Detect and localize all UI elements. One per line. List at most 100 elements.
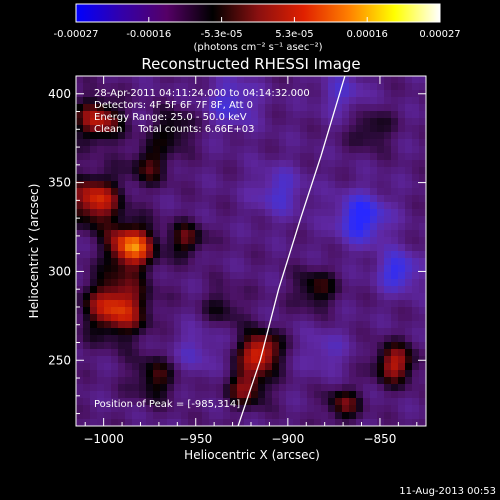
heatmap-cell [398, 97, 406, 105]
heatmap-cell [384, 356, 392, 364]
heatmap-cell [328, 300, 336, 308]
heatmap-cell [258, 391, 266, 399]
heatmap-cell [76, 188, 84, 196]
heatmap-cell [321, 76, 329, 84]
heatmap-cell [370, 342, 378, 350]
heatmap-cell [335, 307, 343, 315]
heatmap-cell [216, 391, 224, 399]
heatmap-cell [139, 97, 147, 105]
heatmap-cell [258, 216, 266, 224]
heatmap-cell [405, 223, 413, 231]
heatmap-cell [321, 97, 329, 105]
heatmap-cell [237, 104, 245, 112]
heatmap-cell [307, 412, 315, 420]
heatmap-cell [209, 237, 217, 245]
heatmap-cell [342, 202, 350, 210]
heatmap-cell [391, 195, 399, 203]
heatmap-cell [377, 405, 385, 413]
heatmap-cell [335, 335, 343, 343]
heatmap-cell [76, 104, 84, 112]
colorbar-ticks: -0.00027 -0.00016 -5.3e-05 5.3e-05 0.00016 0.… [54, 17, 461, 40]
heatmap-cell [202, 244, 210, 252]
heatmap-cell [307, 111, 315, 119]
heatmap-cell [146, 188, 154, 196]
heatmap-cell [286, 132, 294, 140]
heatmap-cell [370, 307, 378, 315]
heatmap-cell [160, 76, 168, 84]
heatmap-cell [237, 230, 245, 238]
annotation-energy-range: Energy Range: 25.0 - 50.0 keV [94, 112, 247, 123]
heatmap-cell [258, 244, 266, 252]
heatmap-cell [188, 132, 196, 140]
heatmap-cell [202, 76, 210, 84]
heatmap-cell [398, 146, 406, 154]
heatmap-cell [132, 181, 140, 189]
heatmap-cell [209, 153, 217, 161]
heatmap-cell [356, 279, 364, 287]
heatmap-cell [258, 153, 266, 161]
heatmap-cell [160, 356, 168, 364]
heatmap-cell [181, 391, 189, 399]
heatmap-cell [209, 139, 217, 147]
colorbar-tick-label: 0.00027 [419, 29, 460, 40]
heatmap-cell [181, 181, 189, 189]
heatmap-cell [230, 377, 238, 385]
heatmap-cell [153, 419, 161, 426]
heatmap-cell [202, 419, 210, 426]
heatmap-cell [97, 293, 105, 301]
heatmap-cell [356, 405, 364, 413]
heatmap-cell [398, 321, 406, 329]
heatmap-cell [209, 223, 217, 231]
heatmap-cell [202, 321, 210, 329]
heatmap-cell [104, 83, 112, 91]
heatmap-cell [265, 195, 273, 203]
heatmap-cell [125, 314, 133, 322]
heatmap-cell [321, 209, 329, 217]
heatmap-cell [230, 76, 238, 84]
heatmap-cell [111, 272, 119, 280]
heatmap-cell [125, 363, 133, 371]
heatmap-cell [265, 391, 273, 399]
heatmap-cell [307, 188, 315, 196]
heatmap-cell [230, 118, 238, 126]
heatmap-cell [370, 370, 378, 378]
heatmap-cell [139, 391, 147, 399]
heatmap-cell [111, 349, 119, 357]
heatmap-cell [356, 104, 364, 112]
heatmap-cell [104, 265, 112, 273]
heatmap-cell [419, 125, 426, 133]
heatmap-cell [335, 272, 343, 280]
heatmap-cell [160, 244, 168, 252]
heatmap-cell [188, 195, 196, 203]
heatmap-cell [342, 76, 350, 84]
heatmap-cell [272, 202, 280, 210]
heatmap-cell [174, 342, 182, 350]
heatmap-cell [188, 391, 196, 399]
heatmap-cell [349, 251, 357, 259]
heatmap-cell [265, 118, 273, 126]
heatmap-cell [76, 412, 84, 420]
heatmap-cell [223, 111, 231, 119]
heatmap-cell [363, 398, 371, 406]
heatmap-cell [314, 251, 322, 259]
heatmap-cell [139, 244, 147, 252]
heatmap-cell [265, 335, 273, 343]
heatmap-cell [202, 188, 210, 196]
heatmap-cell [118, 300, 126, 308]
heatmap-cell [377, 195, 385, 203]
heatmap-cell [419, 272, 426, 280]
heatmap-cell [111, 174, 119, 182]
heatmap-cell [181, 370, 189, 378]
heatmap-cell [83, 132, 91, 140]
heatmap-cell [286, 328, 294, 336]
heatmap-cell [272, 314, 280, 322]
heatmap-cell [244, 265, 252, 273]
heatmap-cell [307, 174, 315, 182]
heatmap-cell [146, 83, 154, 91]
heatmap-cell [202, 300, 210, 308]
heatmap-cell [209, 363, 217, 371]
heatmap-cell [90, 251, 98, 259]
heatmap-cell [412, 293, 420, 301]
heatmap-cell [391, 307, 399, 315]
heatmap-cell [272, 307, 280, 315]
